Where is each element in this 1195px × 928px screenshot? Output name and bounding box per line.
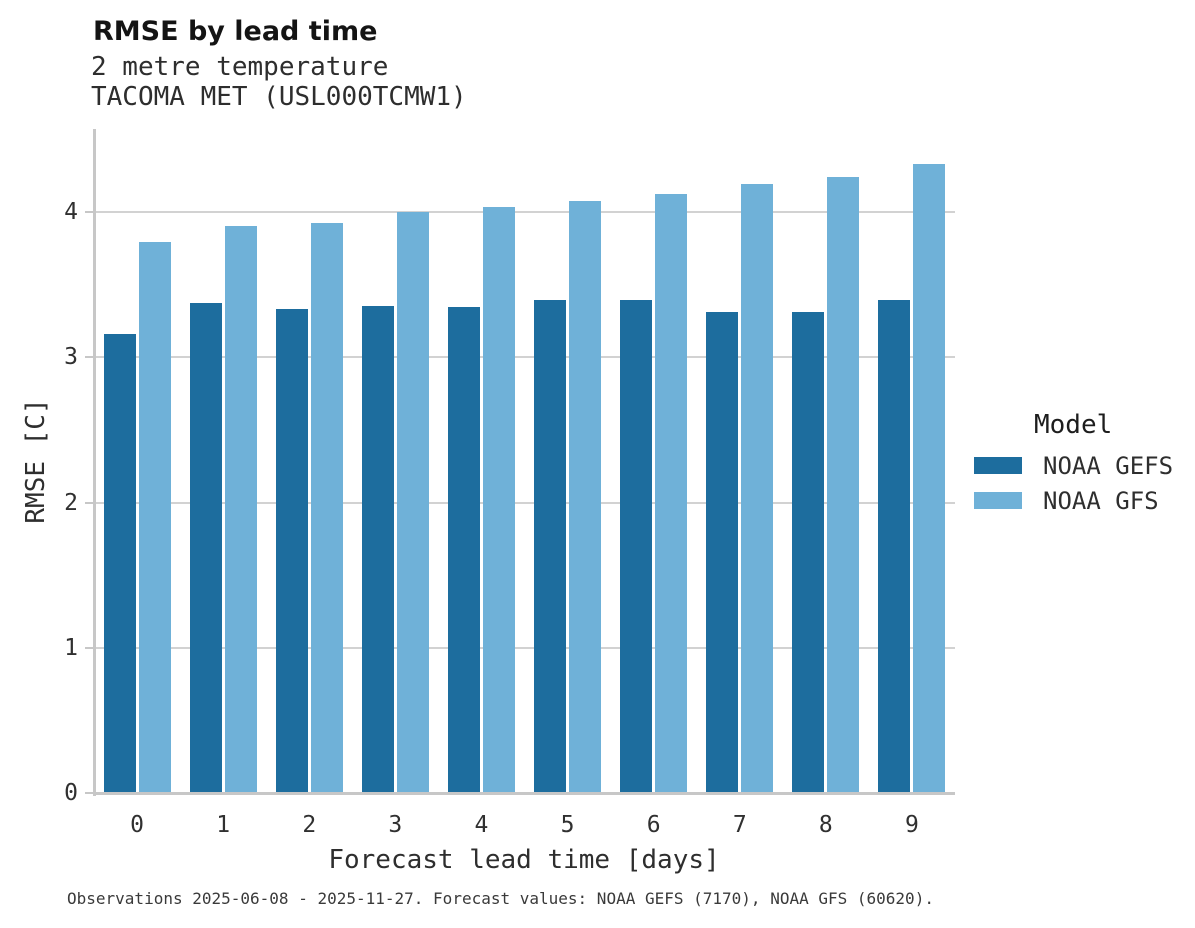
grid-line-y-1 — [94, 646, 955, 649]
y-tick-label-0: 0 — [64, 780, 78, 806]
legend-item-noaa-gfs: NOAA GFS — [974, 483, 1173, 518]
chart-subtitle-station: TACOMA MET (USL000TCMW1) — [91, 82, 467, 112]
bar-noaa-gefs-5 — [534, 300, 566, 794]
x-tick-label-0: 0 — [130, 812, 144, 838]
legend: Model NOAA GEFS NOAA GFS — [974, 410, 1173, 518]
x-tick-label-2: 2 — [302, 812, 317, 838]
bar-noaa-gfs-5 — [569, 201, 601, 794]
grid-line-y-3 — [94, 356, 955, 359]
legend-label: NOAA GFS — [1043, 486, 1159, 515]
bar-noaa-gfs-1 — [225, 226, 257, 794]
bar-noaa-gefs-6 — [620, 300, 652, 794]
legend-swatch-icon — [974, 492, 1022, 509]
x-axis-spine — [93, 792, 955, 795]
y-tick-1 — [85, 646, 94, 649]
bar-noaa-gefs-2 — [276, 309, 308, 794]
bar-noaa-gfs-7 — [741, 184, 773, 794]
y-tick-label-1: 1 — [64, 634, 78, 661]
legend-item-noaa-gefs: NOAA GEFS — [974, 448, 1173, 483]
chart-subtitle-variable: 2 metre temperature — [91, 52, 389, 82]
bar-noaa-gefs-4 — [448, 307, 480, 794]
x-tick-label-1: 1 — [216, 812, 231, 838]
bar-noaa-gfs-6 — [655, 194, 687, 794]
bar-noaa-gefs-9 — [878, 300, 910, 794]
y-axis-spine — [93, 129, 96, 796]
legend-swatch-icon — [974, 457, 1022, 474]
grid-line-y-2 — [94, 501, 955, 504]
x-tick-label-4: 4 — [474, 812, 489, 838]
bar-noaa-gefs-7 — [706, 312, 738, 794]
y-tick-0 — [85, 792, 94, 794]
bar-noaa-gfs-0 — [139, 242, 171, 794]
legend-label: NOAA GEFS — [1043, 451, 1174, 480]
y-tick-3 — [85, 356, 94, 359]
grid-line-y-4 — [94, 211, 955, 213]
bar-noaa-gefs-3 — [362, 306, 394, 794]
bar-noaa-gefs-0 — [104, 334, 136, 794]
bar-noaa-gfs-9 — [913, 164, 945, 794]
y-tick-2 — [85, 501, 94, 504]
bar-noaa-gfs-2 — [311, 223, 343, 794]
x-tick-label-8: 8 — [818, 812, 833, 838]
y-tick-label-3: 3 — [64, 344, 78, 371]
y-tick-label-4: 4 — [64, 199, 78, 225]
bar-noaa-gfs-4 — [483, 207, 515, 794]
y-tick-4 — [85, 211, 94, 213]
x-tick-label-3: 3 — [388, 812, 403, 838]
bar-noaa-gefs-1 — [190, 303, 222, 794]
y-tick-label-2: 2 — [64, 489, 78, 516]
x-tick-label-6: 6 — [646, 812, 661, 838]
chart-title: RMSE by lead time — [93, 16, 378, 47]
caption: Observations 2025-06-08 - 2025-11-27. Fo… — [67, 889, 934, 908]
y-axis-title: RMSE [C] — [21, 398, 51, 524]
bar-noaa-gfs-8 — [827, 177, 859, 794]
x-tick-label-7: 7 — [732, 812, 747, 838]
x-tick-label-5: 5 — [560, 812, 575, 838]
x-tick-label-9: 9 — [905, 812, 919, 838]
legend-title: Model — [1034, 410, 1113, 440]
legend-items: NOAA GEFS NOAA GFS — [974, 448, 1173, 518]
bar-noaa-gefs-8 — [792, 312, 824, 794]
x-axis-title: Forecast lead time [days] — [328, 845, 720, 875]
bar-noaa-gfs-3 — [397, 212, 429, 794]
